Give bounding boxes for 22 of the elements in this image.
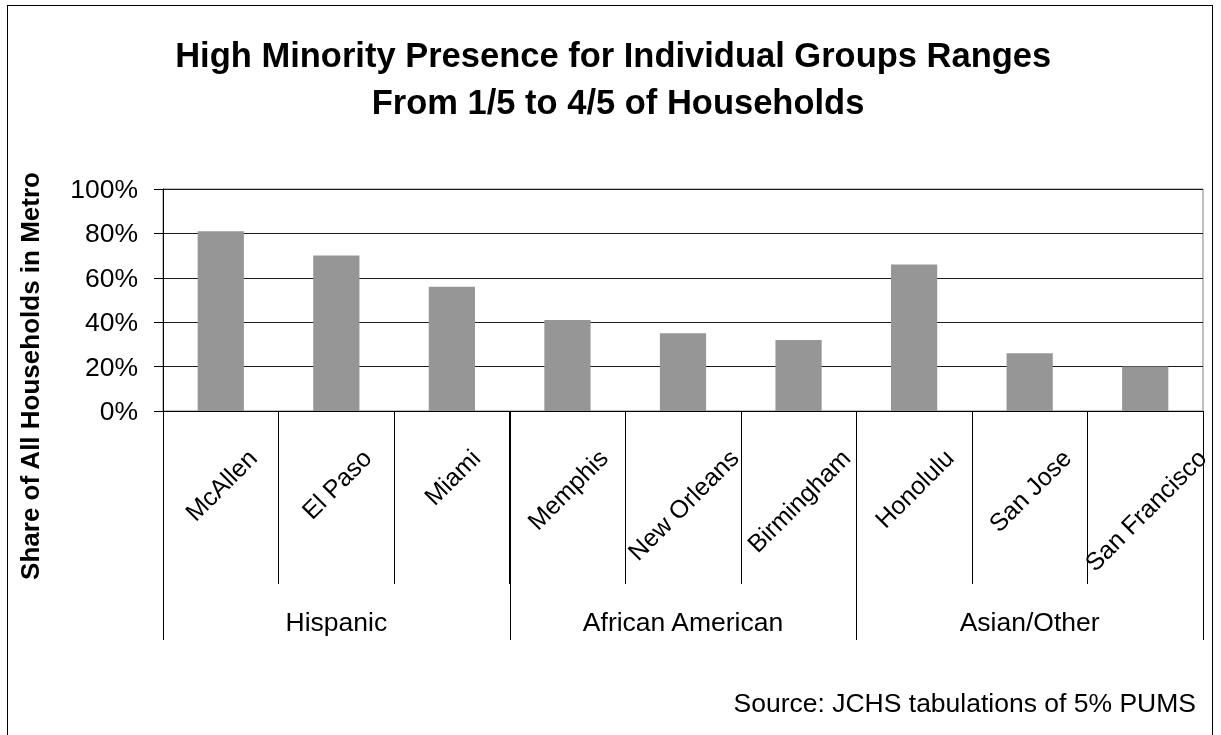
bar [1122,366,1169,411]
y-tick-label: 0% [99,396,138,426]
text: African American [582,607,784,637]
y-tick-label: 20% [84,351,138,382]
bar [1006,353,1053,411]
y-tick-label: 100% [70,174,138,204]
y-axis-title: Share of All Households in Metro [15,172,45,580]
source-note: Source: JCHS tabulations of 5% PUMS [733,688,1196,718]
bar [428,286,475,411]
bar [775,339,822,411]
y-tick-label: 60% [84,262,138,293]
bar [313,255,360,411]
text: Hispanic [285,607,388,637]
y-tick-label: 80% [84,218,138,249]
bar [197,231,244,411]
text: Asian/Other [959,607,1100,637]
x-tick-label: San Jose [982,443,1077,537]
bar [544,319,591,411]
bar [659,333,707,411]
y-tick-label: 40% [84,307,138,338]
bar [891,264,938,411]
chart-title: High Minority Presence for Individual Groups Ranges From 1/5 to 4/5 of Households [175,35,1061,121]
